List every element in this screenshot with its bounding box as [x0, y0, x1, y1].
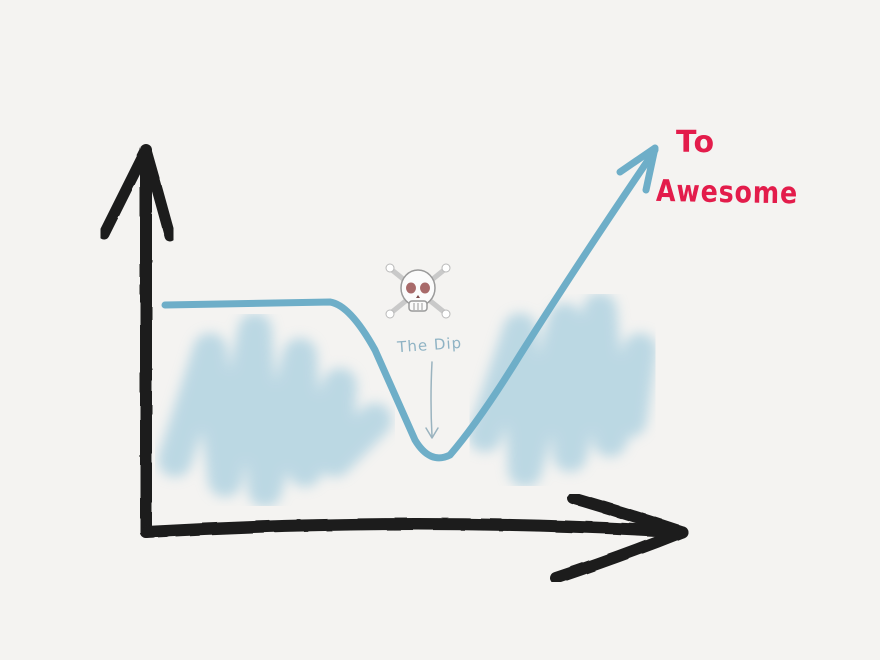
progress-curve — [161, 144, 659, 462]
x-axis-arrowhead — [550, 492, 688, 584]
shading-left — [158, 313, 392, 507]
skull-crossbones-icon — [385, 263, 451, 319]
dip-pointer-arrow — [425, 361, 439, 439]
shading-right — [468, 293, 657, 487]
dip-label: The Dip — [396, 334, 463, 357]
target-label-line2: Awesome — [656, 174, 799, 211]
target-label-line1: To — [676, 125, 715, 160]
curve-arrowhead — [616, 144, 659, 194]
y-axis — [98, 144, 176, 538]
y-axis-arrowhead — [98, 144, 176, 242]
x-axis — [140, 492, 688, 584]
